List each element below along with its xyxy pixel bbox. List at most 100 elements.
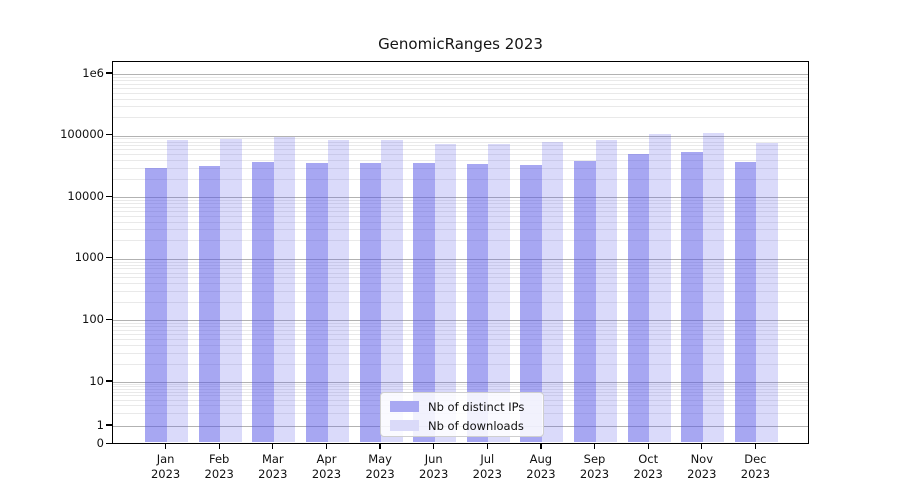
gridline-minor — [113, 363, 808, 365]
x-tick-month: Sep — [583, 452, 606, 466]
x-tick-label: Jun 2023 — [402, 452, 466, 482]
x-tick-month: Aug — [529, 452, 553, 466]
x-tick-year: 2023 — [365, 467, 395, 481]
gridline-minor — [113, 80, 808, 81]
bar-downloads — [220, 139, 242, 442]
y-tick-label: 1000 — [74, 250, 104, 265]
bar-distinct-ips — [734, 161, 757, 442]
gridline-minor — [113, 210, 808, 212]
gridline-minor — [113, 117, 808, 119]
bar-distinct-ips — [252, 162, 274, 442]
gridline-minor — [113, 326, 808, 328]
x-tick-mark — [272, 444, 274, 449]
gridline-minor — [113, 76, 808, 78]
bar-distinct-ips — [681, 152, 703, 442]
bar-downloads — [541, 141, 564, 442]
x-tick-month: Feb — [209, 452, 230, 466]
y-tick-mark — [106, 257, 112, 259]
bar-downloads — [381, 140, 403, 442]
gridline-minor — [113, 264, 808, 266]
x-tick-month: Mar — [261, 452, 284, 466]
gridline-minor — [113, 145, 808, 147]
bar-downloads — [434, 144, 457, 442]
x-tick-month: Nov — [690, 452, 714, 466]
x-tick-label: Apr 2023 — [295, 452, 359, 482]
x-tick-mark — [218, 444, 220, 449]
gridline-major — [113, 197, 808, 199]
x-tick-mark — [754, 444, 757, 449]
gridline-minor — [113, 338, 808, 340]
x-tick-mark — [593, 444, 596, 449]
gridline-minor — [113, 138, 808, 140]
y-tick-label: 10 — [89, 373, 104, 388]
x-tick-year: 2023 — [311, 467, 342, 481]
gridline-minor — [113, 291, 808, 292]
bar-distinct-ips — [198, 165, 221, 442]
gridline-minor — [113, 352, 808, 354]
y-tick-mark — [106, 133, 112, 136]
x-tick-mark — [540, 444, 542, 449]
x-tick-year: 2023 — [419, 467, 449, 481]
gridline-minor — [113, 149, 808, 151]
x-tick-month: Jun — [424, 452, 443, 466]
bar-downloads — [273, 136, 296, 442]
x-tick-mark — [701, 444, 703, 449]
x-tick-label: Jul 2023 — [455, 452, 519, 482]
gridline-minor — [113, 154, 808, 156]
bar-distinct-ips — [359, 163, 382, 442]
gridline-minor — [113, 221, 808, 223]
legend-item-downloads: Nb of downloads — [390, 417, 535, 434]
y-tick-label: 10000 — [67, 188, 104, 203]
x-tick-mark — [486, 444, 488, 449]
x-tick-year: 2023 — [258, 467, 288, 481]
gridline-minor — [113, 141, 808, 143]
gridline-minor — [113, 106, 808, 108]
bar-downloads — [327, 139, 349, 442]
bar-distinct-ips — [627, 153, 650, 442]
gridline-major — [113, 320, 808, 322]
x-tick-month: Dec — [744, 452, 767, 466]
x-tick-month: Oct — [638, 452, 659, 466]
x-tick-year: 2023 — [687, 467, 717, 481]
gridline-minor — [113, 272, 808, 274]
gridline-minor — [113, 277, 808, 279]
bar-distinct-ips — [466, 163, 489, 442]
bar-distinct-ips — [520, 164, 542, 442]
gridline-minor — [113, 87, 808, 89]
gridline-minor — [113, 215, 808, 217]
bar-downloads — [595, 139, 617, 442]
gridline-minor — [113, 200, 808, 201]
x-tick-mark — [647, 444, 649, 449]
x-tick-label: Sep 2023 — [563, 452, 627, 482]
x-tick-month: Jul — [480, 452, 495, 466]
chart-title: GenomicRanges 2023 — [378, 35, 543, 53]
y-tick-label: 100000 — [60, 127, 104, 142]
x-tick-label: Dec 2023 — [723, 452, 787, 482]
legend-swatch-distinct-ips — [390, 401, 419, 412]
y-tick-mark — [106, 380, 112, 382]
gridline-minor — [113, 386, 808, 388]
x-tick-mark — [325, 444, 328, 449]
bar-downloads — [166, 140, 189, 442]
y-tick-mark — [106, 318, 112, 321]
gridline-minor — [113, 83, 808, 85]
y-tick-mark — [106, 424, 112, 426]
x-tick-month: Apr — [316, 452, 337, 466]
legend: Nb of distinct IPs Nb of downloads — [380, 392, 544, 437]
x-tick-label: May 2023 — [348, 452, 412, 482]
x-tick-year: 2023 — [150, 467, 181, 481]
x-tick-label: Feb 2023 — [187, 452, 251, 482]
x-tick-label: Nov 2023 — [670, 452, 734, 482]
legend-item-distinct-ips: Nb of distinct IPs — [390, 398, 535, 415]
plot-area: Nb of distinct IPs Nb of downloads — [112, 61, 809, 444]
x-tick-mark — [379, 444, 381, 449]
x-tick-label: Aug 2023 — [509, 452, 573, 482]
gridline-major — [113, 135, 808, 137]
bar-distinct-ips — [306, 163, 328, 442]
x-tick-mark — [164, 444, 167, 449]
gridline-major — [113, 74, 808, 75]
gridline-minor — [113, 178, 808, 180]
legend-label-downloads: Nb of downloads — [428, 418, 524, 433]
x-tick-year: 2023 — [472, 467, 502, 481]
